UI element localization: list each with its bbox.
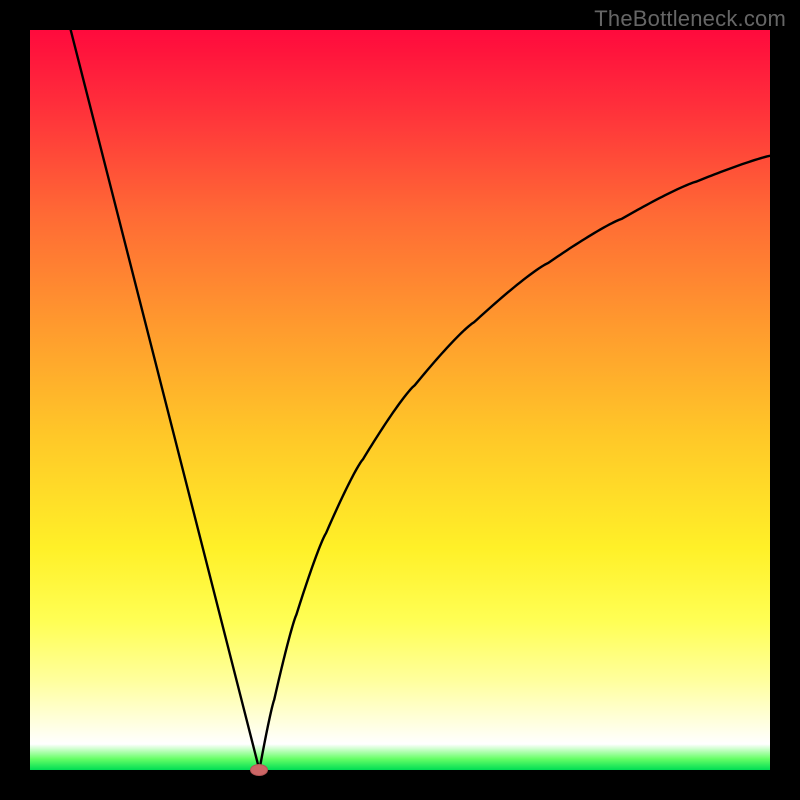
chart-frame: TheBottleneck.com (0, 0, 800, 800)
minimum-marker (250, 764, 268, 776)
watermark-text: TheBottleneck.com (594, 6, 786, 32)
curve-svg (30, 30, 770, 770)
plot-area (30, 30, 770, 770)
bottleneck-curve (71, 30, 770, 770)
